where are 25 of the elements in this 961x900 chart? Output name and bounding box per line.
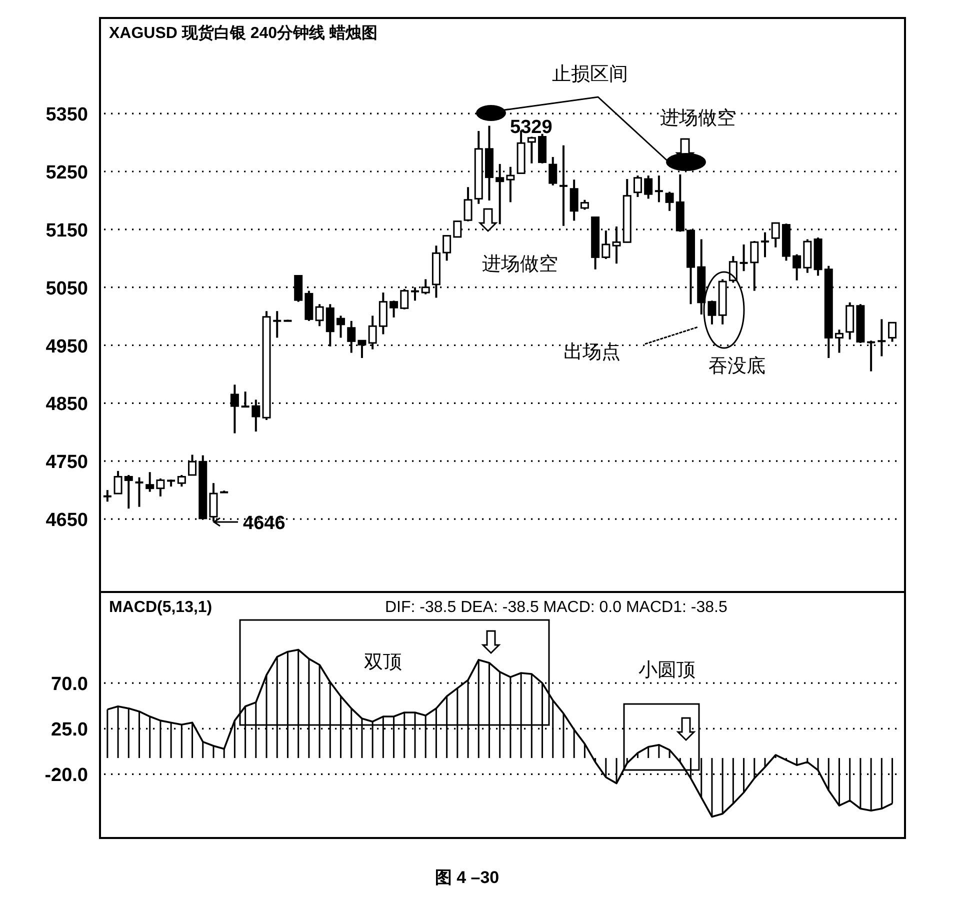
chart-subtitle: DIF: -38.5 DEA: -38.5 MACD: 0.0 MACD1: -38.5: [385, 599, 728, 616]
y-tick-label: 5150: [46, 220, 88, 242]
y-tick-label: 5250: [46, 162, 88, 184]
y-tick-label: 5350: [46, 104, 88, 126]
y-tick-label: 70.0: [51, 674, 88, 696]
annotation: 出场点: [564, 342, 620, 363]
annotation: 止损区间: [552, 64, 628, 85]
annotation: 双顶: [364, 652, 402, 673]
y-tick-label: 4950: [46, 336, 88, 358]
y-tick-label: 5050: [46, 278, 88, 300]
line-series: [106, 648, 894, 818]
chart-title: XAGUSD 现货白银 240分钟线 蜡烛图: [109, 24, 378, 42]
y-tick-label: -20.0: [44, 765, 88, 786]
y-tick-label: 4650: [46, 510, 88, 532]
chart-title: MACD(5,13,1): [109, 599, 212, 616]
annotation: 进场做空: [482, 253, 558, 275]
caption: 图 4 –30: [434, 868, 500, 887]
annotation: 吞没底: [708, 355, 766, 377]
y-tick-label: 4850: [46, 394, 88, 416]
annotation: 小圆顶: [638, 660, 696, 681]
y-tick-label: 4750: [46, 452, 88, 474]
annotation: 4646: [243, 513, 286, 534]
y-tick-label: 25.0: [51, 720, 88, 741]
annotation: 5329: [510, 117, 552, 138]
annotation: 进场做空: [660, 107, 736, 129]
